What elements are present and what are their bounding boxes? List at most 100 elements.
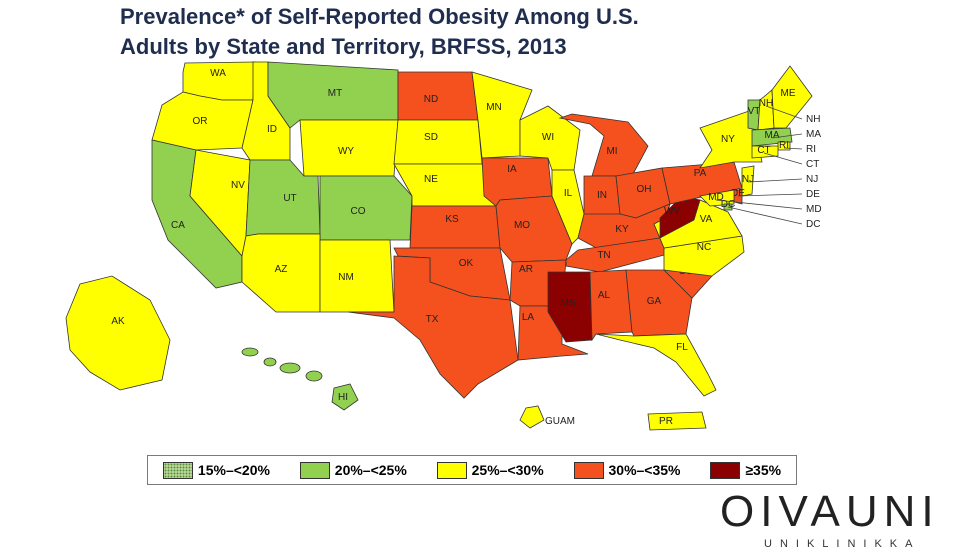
hawaii-island-3 [279,362,301,374]
state-label-co: CO [351,206,366,217]
state-label-ny: NY [721,134,735,145]
callout-line-nh [765,105,803,120]
callout-label-ct: CT [806,159,819,170]
legend-item-20-25: 20%–<25% [299,461,407,479]
state-label-fl: FL [676,342,688,353]
state-label-ma: MA [765,130,780,141]
legend-label-30-35: 30%–<35% [608,462,681,478]
oivauni-logo: OIVAUNI UNIKLINIKKA [720,488,945,558]
state-label-wv: WV [664,206,680,217]
legend-item-25-30: 25%–<30% [436,461,544,479]
legend-swatch-30-35 [573,461,604,479]
state-label-pr: PR [659,416,673,427]
state-md [699,189,735,207]
state-label-az: AZ [275,264,288,275]
state-co [319,175,413,241]
state-label-al: AL [598,290,611,301]
map-title: Prevalence* of Self-Reported Obesity Amo… [120,4,639,59]
state-label-ok: OK [459,258,474,269]
state-label-nc: NC [697,242,711,253]
callout-label-nh: NH [806,114,820,125]
state-label-me: ME [781,88,796,99]
callout-label-dc: DC [806,219,820,230]
state-guam [519,405,545,429]
legend: 15%–<20% 20%–<25% 25%–<30% 30%–<35% ≥35% [147,455,797,485]
legend-swatch-25-30 [436,461,467,479]
state-label-nv: NV [231,180,245,191]
state-al [589,269,633,342]
state-label-sd: SD [424,132,438,143]
legend-label-15-20: 15%–<20% [197,462,270,478]
legend-label-35plus: ≥35% [745,462,782,478]
hawaii-island-1 [241,347,259,357]
state-label-il: IL [564,188,573,199]
state-nh [757,89,775,131]
state-me [771,65,813,129]
state-label-pa: PA [694,168,707,179]
state-label-wa: WA [210,68,226,79]
state-mo [495,195,573,263]
state-label-mi: MI [606,146,617,157]
state-label-in: IN [597,190,607,201]
state-label-id: ID [267,124,277,135]
state-label-ar: AR [519,264,533,275]
state-label-ms: MS [561,298,576,309]
legend-swatch-15-20 [162,461,193,479]
state-label-tn: TN [597,250,610,261]
callout-line-ct [763,152,803,165]
state-label-nm: NM [338,272,354,283]
hawaii-island-2 [263,357,277,367]
legend-label-25-30: 25%–<30% [471,462,544,478]
state-nj [741,165,755,197]
state-label-ky: KY [615,224,629,235]
state-label-ia: IA [507,164,517,175]
state-label-de: DE [731,188,745,199]
callout-label-ri: RI [806,144,816,155]
state-pr [647,411,707,431]
legend-item-15-20: 15%–<20% [162,461,270,479]
state-label-ut: UT [283,193,296,204]
state-label-nh: NH [759,98,773,109]
state-ms [547,271,593,343]
callout-line-ri [783,147,803,150]
state-label-mt: MT [328,88,342,99]
legend-label-20-25: 20%–<25% [334,462,407,478]
legend-swatch-20-25 [299,461,330,479]
logo-wordmark: OIVAUNI [720,487,940,536]
callout-label-ma: MA [806,129,821,140]
logo-subtitle: UNIKLINIKKA [764,538,921,550]
state-hi [331,383,359,411]
state-label-oh: OH [637,184,652,195]
state-label-md: MD [708,192,724,203]
state-label-hi: HI [338,392,348,403]
state-ak [65,275,171,391]
state-label-nd: ND [424,94,438,105]
state-label-nj: NJ [742,174,754,185]
callout-label-de: DE [806,189,820,200]
state-fl [595,333,717,397]
state-nm [319,239,395,313]
callout-line-de [737,193,803,197]
state-label-va: VA [700,214,713,225]
callout-label-md: MD [806,204,822,215]
state-label-ne: NE [424,174,438,185]
callout-label-nj: NJ [806,174,818,185]
state-label-ks: KS [445,214,459,225]
state-label-guam: GUAM [545,416,575,427]
callout-line-md [715,199,803,210]
state-label-vt: VT [748,106,761,117]
state-ma [751,127,793,147]
legend-swatch-35plus [710,461,741,479]
state-label-ga: GA [647,296,662,307]
state-label-ak: AK [111,316,125,327]
state-label-la: LA [522,312,535,323]
callout-line-dc [727,206,803,225]
state-label-dc: DC [721,199,735,210]
state-sd [393,119,483,165]
state-ks [409,205,501,249]
state-label-ri: RI [779,140,789,151]
state-label-mo: MO [514,220,530,231]
state-label-ca: CA [171,220,185,231]
state-label-tx: TX [426,314,439,325]
